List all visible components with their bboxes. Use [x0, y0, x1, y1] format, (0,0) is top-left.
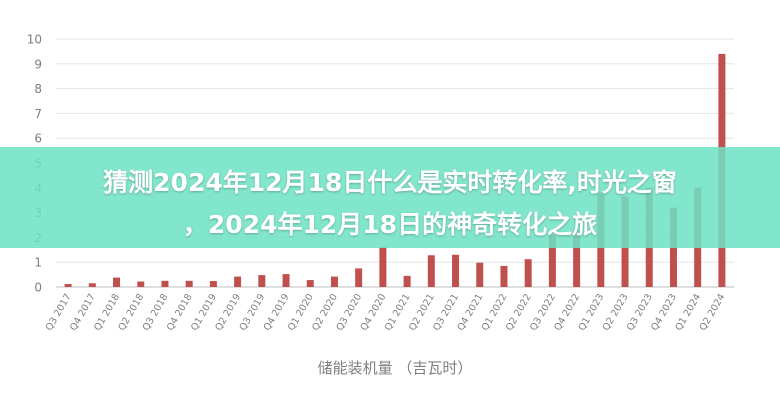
y-tick-label: 0 [34, 281, 42, 295]
y-tick-label: 10 [27, 33, 42, 47]
bar [355, 268, 363, 287]
bar [500, 265, 508, 287]
banner-title-line-2: ，2024年12月18日的神奇转化之旅 [182, 210, 598, 239]
y-tick-label: 6 [34, 132, 42, 146]
y-tick-label: 9 [34, 57, 42, 71]
y-tick-label: 1 [34, 256, 42, 270]
bar [548, 234, 556, 287]
banner-title-line-1: 猜测2024年12月18日什么是实时转化率,时光之窗 [103, 168, 677, 197]
bar [258, 275, 266, 287]
y-tick-label: 7 [34, 107, 42, 121]
bar [88, 283, 96, 287]
bar [137, 281, 145, 287]
bar [476, 262, 484, 287]
bar [452, 254, 460, 287]
bar [209, 281, 217, 287]
bar [161, 280, 169, 287]
bar [573, 229, 581, 287]
title-banner [0, 147, 780, 248]
bar [330, 276, 338, 287]
bar [306, 280, 314, 287]
y-tick-label: 8 [34, 82, 42, 96]
bar [282, 274, 290, 287]
bar [379, 247, 387, 287]
bar [524, 259, 532, 287]
bar [234, 276, 242, 287]
bar [185, 280, 193, 287]
bar [64, 284, 72, 287]
bar [403, 275, 411, 287]
bar [113, 277, 121, 287]
x-axis-title: 储能装机量 （吉瓦时） [318, 359, 473, 377]
bar [427, 255, 435, 287]
